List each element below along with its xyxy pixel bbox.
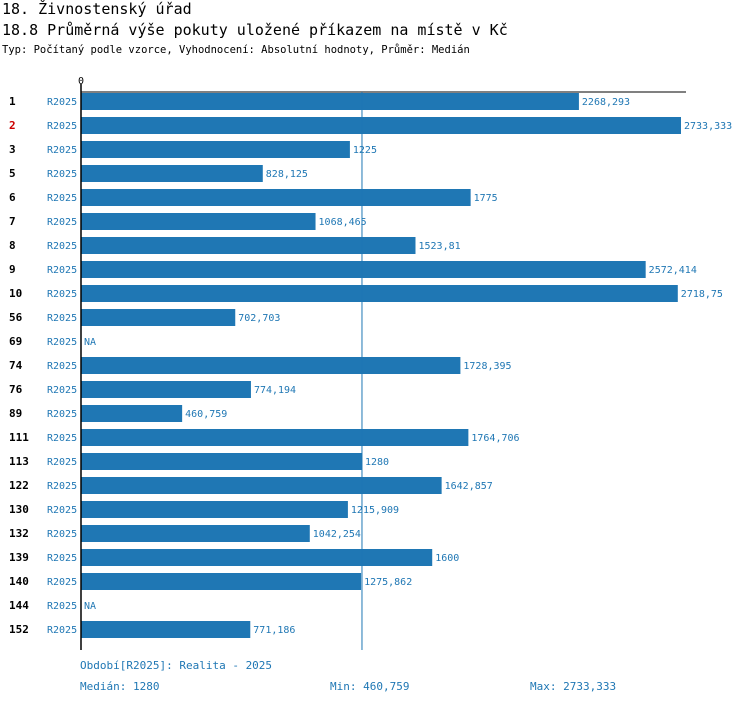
data-label: 1042,254 [313, 529, 361, 540]
row-id-label: 8 [9, 239, 16, 252]
footer-max: Max: 2733,333 [530, 680, 617, 693]
row-series-label: R2025 [47, 385, 77, 396]
footer-median: Medián: 1280 [80, 680, 160, 693]
data-label: 771,186 [253, 625, 295, 636]
row-id-label: 74 [9, 359, 23, 372]
bar [81, 501, 348, 518]
bar [81, 429, 469, 446]
data-label: 1275,862 [364, 577, 412, 588]
bar [81, 477, 442, 494]
row-id-label: 1 [9, 95, 16, 108]
row-id-label: 111 [9, 431, 29, 444]
data-label: 2733,333 [684, 121, 732, 132]
row-series-label: R2025 [47, 553, 77, 564]
bar [81, 309, 236, 326]
row-series-label: R2025 [47, 97, 77, 108]
row-id-label: 69 [9, 335, 22, 348]
row-id-label: 6 [9, 191, 16, 204]
row-series-label: R2025 [47, 409, 77, 420]
row-id-label: 5 [9, 167, 16, 180]
data-label: 1775 [474, 193, 498, 204]
data-label: 774,194 [254, 385, 296, 396]
row-id-label: 139 [9, 551, 29, 564]
row-id-label: 130 [9, 503, 29, 516]
data-label: 1728,395 [463, 361, 511, 372]
row-id-label: 140 [9, 575, 29, 588]
row-series-label: R2025 [47, 577, 77, 588]
row-series-label: R2025 [47, 121, 77, 132]
row-series-label: R2025 [47, 433, 77, 444]
row-series-label: R2025 [47, 529, 77, 540]
row-id-label: 3 [9, 143, 16, 156]
data-label: 2718,75 [681, 289, 723, 300]
bar [81, 165, 263, 182]
row-series-label: R2025 [47, 145, 77, 156]
footer-min: Min: 460,759 [330, 680, 410, 693]
row-id-label: 144 [9, 599, 29, 612]
data-label: 702,703 [238, 313, 280, 324]
data-label: 1600 [435, 553, 459, 564]
data-label: 460,759 [185, 409, 227, 420]
bar [81, 117, 681, 134]
bar [81, 285, 678, 302]
data-label: 1764,706 [471, 433, 519, 444]
row-id-label: 56 [9, 311, 23, 324]
data-label: NA [84, 337, 96, 348]
row-id-label: 2 [9, 119, 16, 132]
row-series-label: R2025 [47, 217, 77, 228]
chart-subtitle: 18.8 Průměrná výše pokuty uložené příkaz… [2, 21, 508, 39]
page-title: 18. Živnostenský úřad [2, 0, 192, 18]
bar [81, 237, 416, 254]
row-series-label: R2025 [47, 289, 77, 300]
row-id-label: 76 [9, 383, 23, 396]
data-label: 1068,465 [319, 217, 367, 228]
data-label: 1523,81 [418, 241, 460, 252]
row-id-label: 10 [9, 287, 22, 300]
bar [81, 525, 310, 542]
row-series-label: R2025 [47, 361, 77, 372]
bar [81, 405, 183, 422]
row-series-label: R2025 [47, 601, 77, 612]
row-id-label: 113 [9, 455, 29, 468]
bar [81, 573, 362, 590]
row-series-label: R2025 [47, 241, 77, 252]
row-id-label: 89 [9, 407, 22, 420]
bar [81, 93, 579, 110]
row-series-label: R2025 [47, 193, 77, 204]
row-id-label: 152 [9, 623, 29, 636]
data-label: 2572,414 [649, 265, 697, 276]
bar [81, 357, 461, 374]
row-id-label: 132 [9, 527, 29, 540]
footer-period: Období[R2025]: Realita - 2025 [80, 659, 273, 672]
row-series-label: R2025 [47, 481, 77, 492]
bar [81, 213, 316, 230]
row-series-label: R2025 [47, 505, 77, 516]
data-label: 1225 [353, 145, 377, 156]
row-series-label: R2025 [47, 457, 77, 468]
bar [81, 549, 433, 566]
row-id-label: 7 [9, 215, 16, 228]
data-label: NA [84, 601, 96, 612]
chart-type-line: Typ: Počítaný podle vzorce, Vyhodnocení:… [2, 44, 470, 56]
row-series-label: R2025 [47, 337, 77, 348]
row-series-label: R2025 [47, 313, 77, 324]
row-series-label: R2025 [47, 625, 77, 636]
data-label: 1280 [365, 457, 389, 468]
row-series-label: R2025 [47, 265, 77, 276]
data-label: 1642,857 [445, 481, 493, 492]
x-axis-tick-label: 0 [78, 76, 84, 87]
bar [81, 141, 350, 158]
bar [81, 621, 251, 638]
bar [81, 261, 646, 278]
data-label: 828,125 [266, 169, 308, 180]
bar [81, 189, 471, 206]
bar [81, 453, 362, 470]
data-label: 1215,909 [351, 505, 399, 516]
data-label: 2268,293 [582, 97, 630, 108]
bar [81, 381, 251, 398]
row-id-label: 122 [9, 479, 29, 492]
row-series-label: R2025 [47, 169, 77, 180]
row-id-label: 9 [9, 263, 16, 276]
